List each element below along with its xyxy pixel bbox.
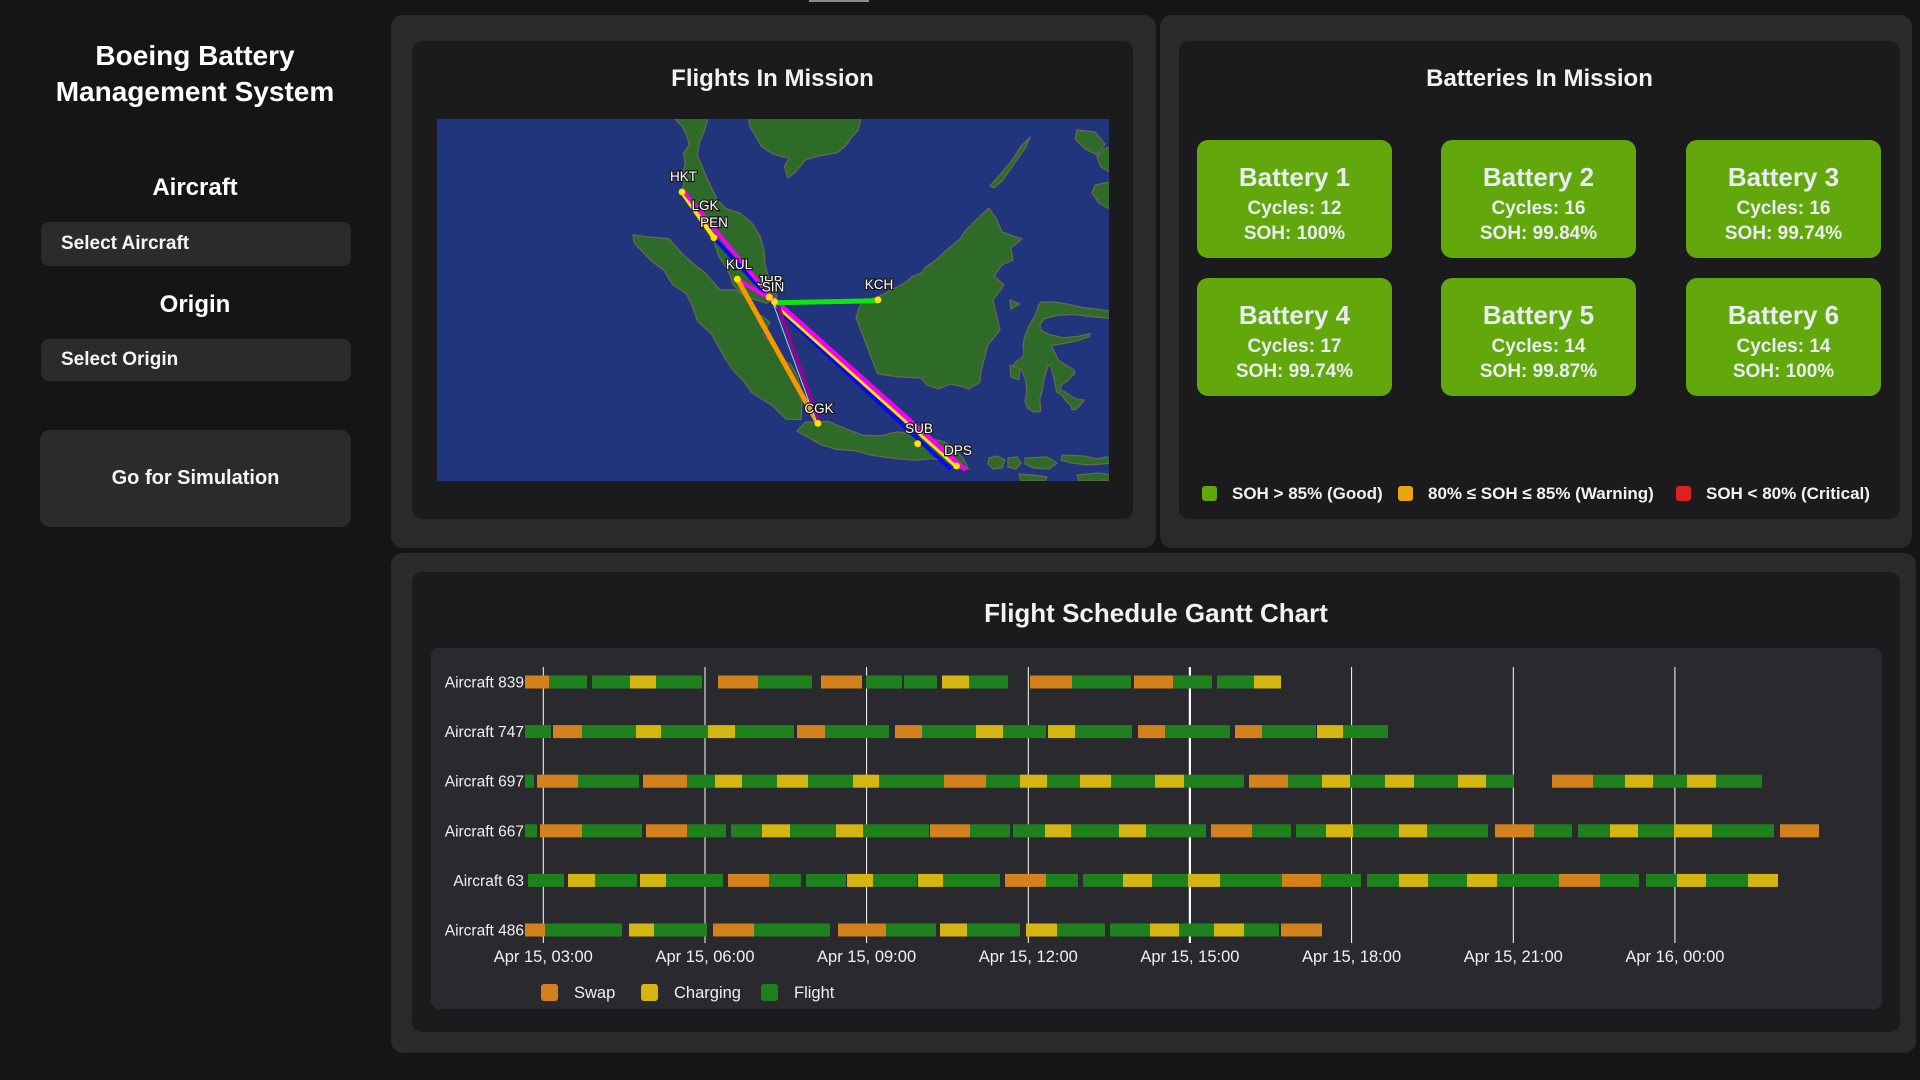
svg-text:Apr 15, 18:00: Apr 15, 18:00: [1302, 948, 1401, 966]
svg-text:Aircraft 747: Aircraft 747: [445, 724, 524, 741]
svg-text:KUL: KUL: [726, 257, 753, 272]
svg-text:HKT: HKT: [670, 169, 697, 184]
svg-text:SIN: SIN: [762, 280, 785, 295]
svg-text:Aircraft 667: Aircraft 667: [445, 823, 524, 840]
svg-text:Charging: Charging: [674, 984, 741, 1002]
svg-text:Aircraft 697: Aircraft 697: [445, 774, 524, 791]
svg-text:Aircraft 63: Aircraft 63: [453, 873, 524, 890]
svg-text:Apr 16, 00:00: Apr 16, 00:00: [1625, 948, 1724, 966]
svg-text:KCH: KCH: [865, 277, 894, 292]
svg-text:Apr 15, 09:00: Apr 15, 09:00: [817, 948, 916, 966]
svg-text:Apr 15, 15:00: Apr 15, 15:00: [1140, 948, 1239, 966]
svg-text:CGK: CGK: [804, 401, 833, 416]
svg-text:Swap: Swap: [574, 984, 615, 1002]
svg-text:SUB: SUB: [905, 421, 933, 436]
svg-text:Apr 15, 06:00: Apr 15, 06:00: [655, 948, 754, 966]
svg-text:JHB: JHB: [757, 274, 783, 289]
svg-text:DPS: DPS: [944, 443, 972, 458]
svg-text:Apr 15, 12:00: Apr 15, 12:00: [979, 948, 1078, 966]
svg-text:PEN: PEN: [700, 215, 728, 230]
svg-text:Aircraft 486: Aircraft 486: [445, 923, 524, 940]
svg-text:LGK: LGK: [691, 198, 718, 213]
svg-text:Aircraft 839: Aircraft 839: [445, 675, 524, 692]
svg-text:Apr 15, 03:00: Apr 15, 03:00: [494, 948, 593, 966]
svg-text:Apr 15, 21:00: Apr 15, 21:00: [1464, 948, 1563, 966]
svg-text:Flight: Flight: [794, 984, 835, 1002]
